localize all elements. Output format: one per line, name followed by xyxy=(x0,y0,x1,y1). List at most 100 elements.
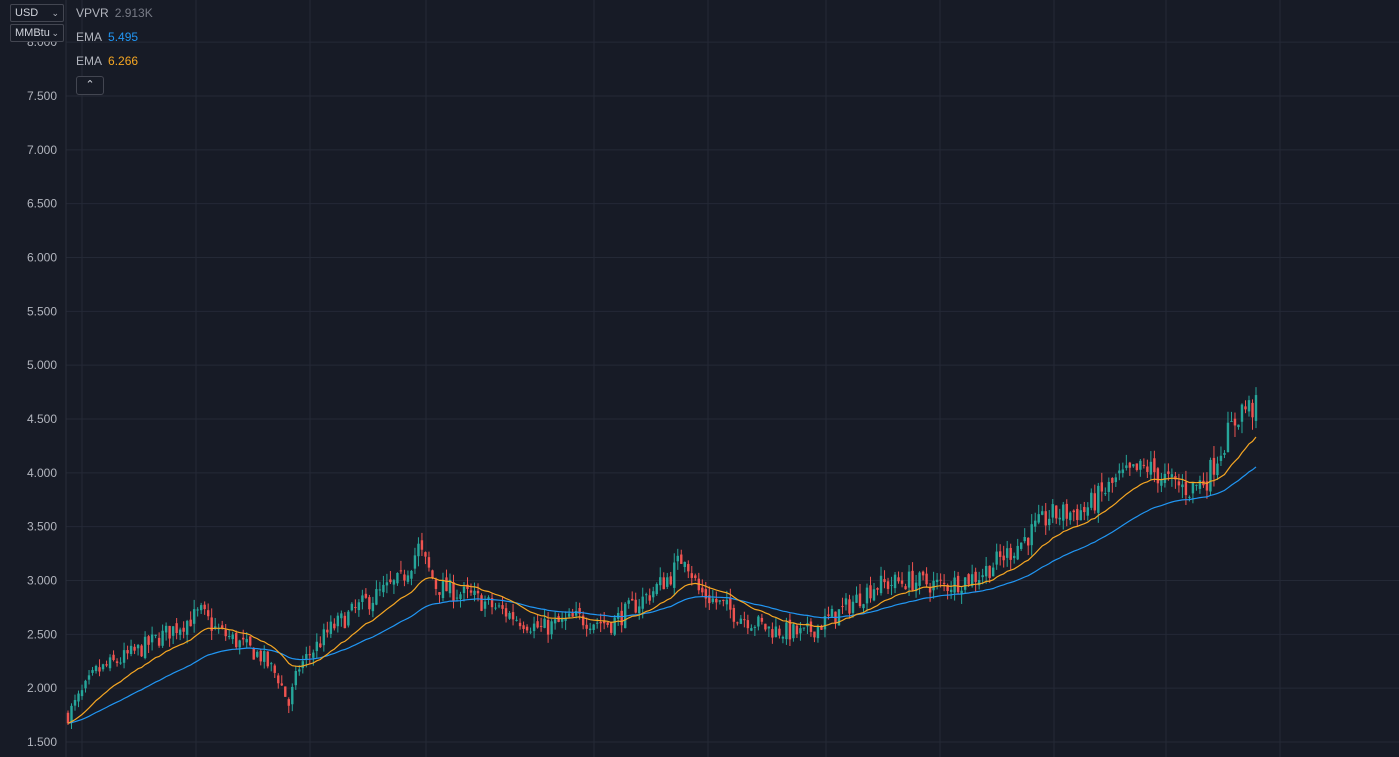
candle xyxy=(259,648,262,666)
candle xyxy=(645,592,648,604)
candle xyxy=(781,635,785,644)
candle xyxy=(690,565,693,586)
candle xyxy=(1205,472,1209,499)
candle xyxy=(813,631,816,643)
candle xyxy=(199,602,203,614)
candle xyxy=(487,595,490,605)
candle xyxy=(620,602,623,633)
candle xyxy=(974,567,977,592)
candle xyxy=(1051,499,1054,524)
candle xyxy=(599,613,602,633)
candle xyxy=(1202,472,1205,488)
candle xyxy=(115,658,119,667)
candle xyxy=(567,608,571,619)
candle xyxy=(185,619,189,644)
candle xyxy=(1247,395,1251,417)
candle xyxy=(347,610,350,628)
legend-ema-fast[interactable]: EMA 5.495 xyxy=(76,30,138,44)
candle xyxy=(1223,450,1226,459)
candle xyxy=(767,626,771,638)
chart-grid xyxy=(65,0,1399,757)
candle xyxy=(525,624,529,634)
candle xyxy=(301,655,304,674)
chevron-down-icon: ⌄ xyxy=(51,28,59,38)
candle xyxy=(228,629,231,640)
candle xyxy=(778,625,781,639)
candle xyxy=(669,571,672,586)
candle xyxy=(80,684,84,700)
candle xyxy=(308,645,312,664)
candle xyxy=(101,663,105,672)
legend-ema-fast-name: EMA xyxy=(76,30,103,44)
candle xyxy=(1125,454,1128,471)
candle xyxy=(865,583,869,612)
candle xyxy=(991,562,995,577)
candle xyxy=(823,608,827,638)
candle xyxy=(1233,412,1237,437)
candle xyxy=(820,624,823,631)
candle xyxy=(1219,446,1223,466)
candle xyxy=(1191,481,1195,504)
candle xyxy=(126,645,129,660)
candle xyxy=(588,622,592,635)
candle xyxy=(518,618,522,630)
candle xyxy=(462,581,466,602)
candle xyxy=(928,582,932,602)
candle xyxy=(336,612,340,633)
candle xyxy=(564,611,567,630)
candle xyxy=(560,612,564,629)
candle xyxy=(1209,457,1212,496)
candle xyxy=(539,617,543,632)
price-tick-label: 7.500 xyxy=(27,89,57,103)
candle xyxy=(988,565,991,583)
legend-vpvr[interactable]: VPVR 2.913K xyxy=(76,6,153,20)
candle xyxy=(536,614,539,629)
candle xyxy=(1100,472,1104,502)
candle xyxy=(1023,528,1026,544)
candle xyxy=(294,665,297,690)
candle xyxy=(98,659,101,677)
candle xyxy=(732,604,736,629)
price-tick-label: 6.000 xyxy=(27,251,57,265)
candle xyxy=(739,615,743,625)
candle xyxy=(322,623,326,652)
candle xyxy=(277,673,280,689)
candle xyxy=(305,646,308,668)
candle xyxy=(511,603,515,626)
candle xyxy=(105,660,108,668)
candle xyxy=(466,577,469,599)
collapse-legend-button[interactable]: ⌃ xyxy=(76,76,104,95)
candle xyxy=(504,602,508,623)
candle xyxy=(1149,451,1153,480)
candle xyxy=(319,636,322,649)
candle xyxy=(879,566,883,596)
legend-ema-slow[interactable]: EMA 6.266 xyxy=(76,54,138,68)
candle xyxy=(1198,475,1202,494)
candle xyxy=(1030,514,1033,556)
candle xyxy=(595,618,599,629)
legend-ema-fast-value: 5.495 xyxy=(108,30,139,44)
candle xyxy=(1240,403,1244,434)
candle xyxy=(1114,473,1118,487)
candle xyxy=(354,599,357,614)
candle xyxy=(1177,473,1181,493)
candle xyxy=(1027,537,1030,556)
candle xyxy=(1121,462,1125,478)
candle xyxy=(694,573,697,581)
candle xyxy=(687,560,690,579)
candle xyxy=(133,643,136,655)
currency-select[interactable]: USD ⌄ xyxy=(10,4,64,22)
candle xyxy=(680,549,683,564)
candle xyxy=(266,651,269,669)
candle xyxy=(192,599,196,633)
candle xyxy=(410,569,413,586)
legend-vpvr-value: 2.913K xyxy=(114,6,153,20)
candle xyxy=(357,599,361,617)
candle xyxy=(242,629,245,646)
candle xyxy=(1065,499,1068,527)
unit-select[interactable]: MMBtu ⌄ xyxy=(10,24,64,42)
candle xyxy=(1058,508,1061,526)
candle xyxy=(904,583,907,590)
candle xyxy=(676,548,679,570)
